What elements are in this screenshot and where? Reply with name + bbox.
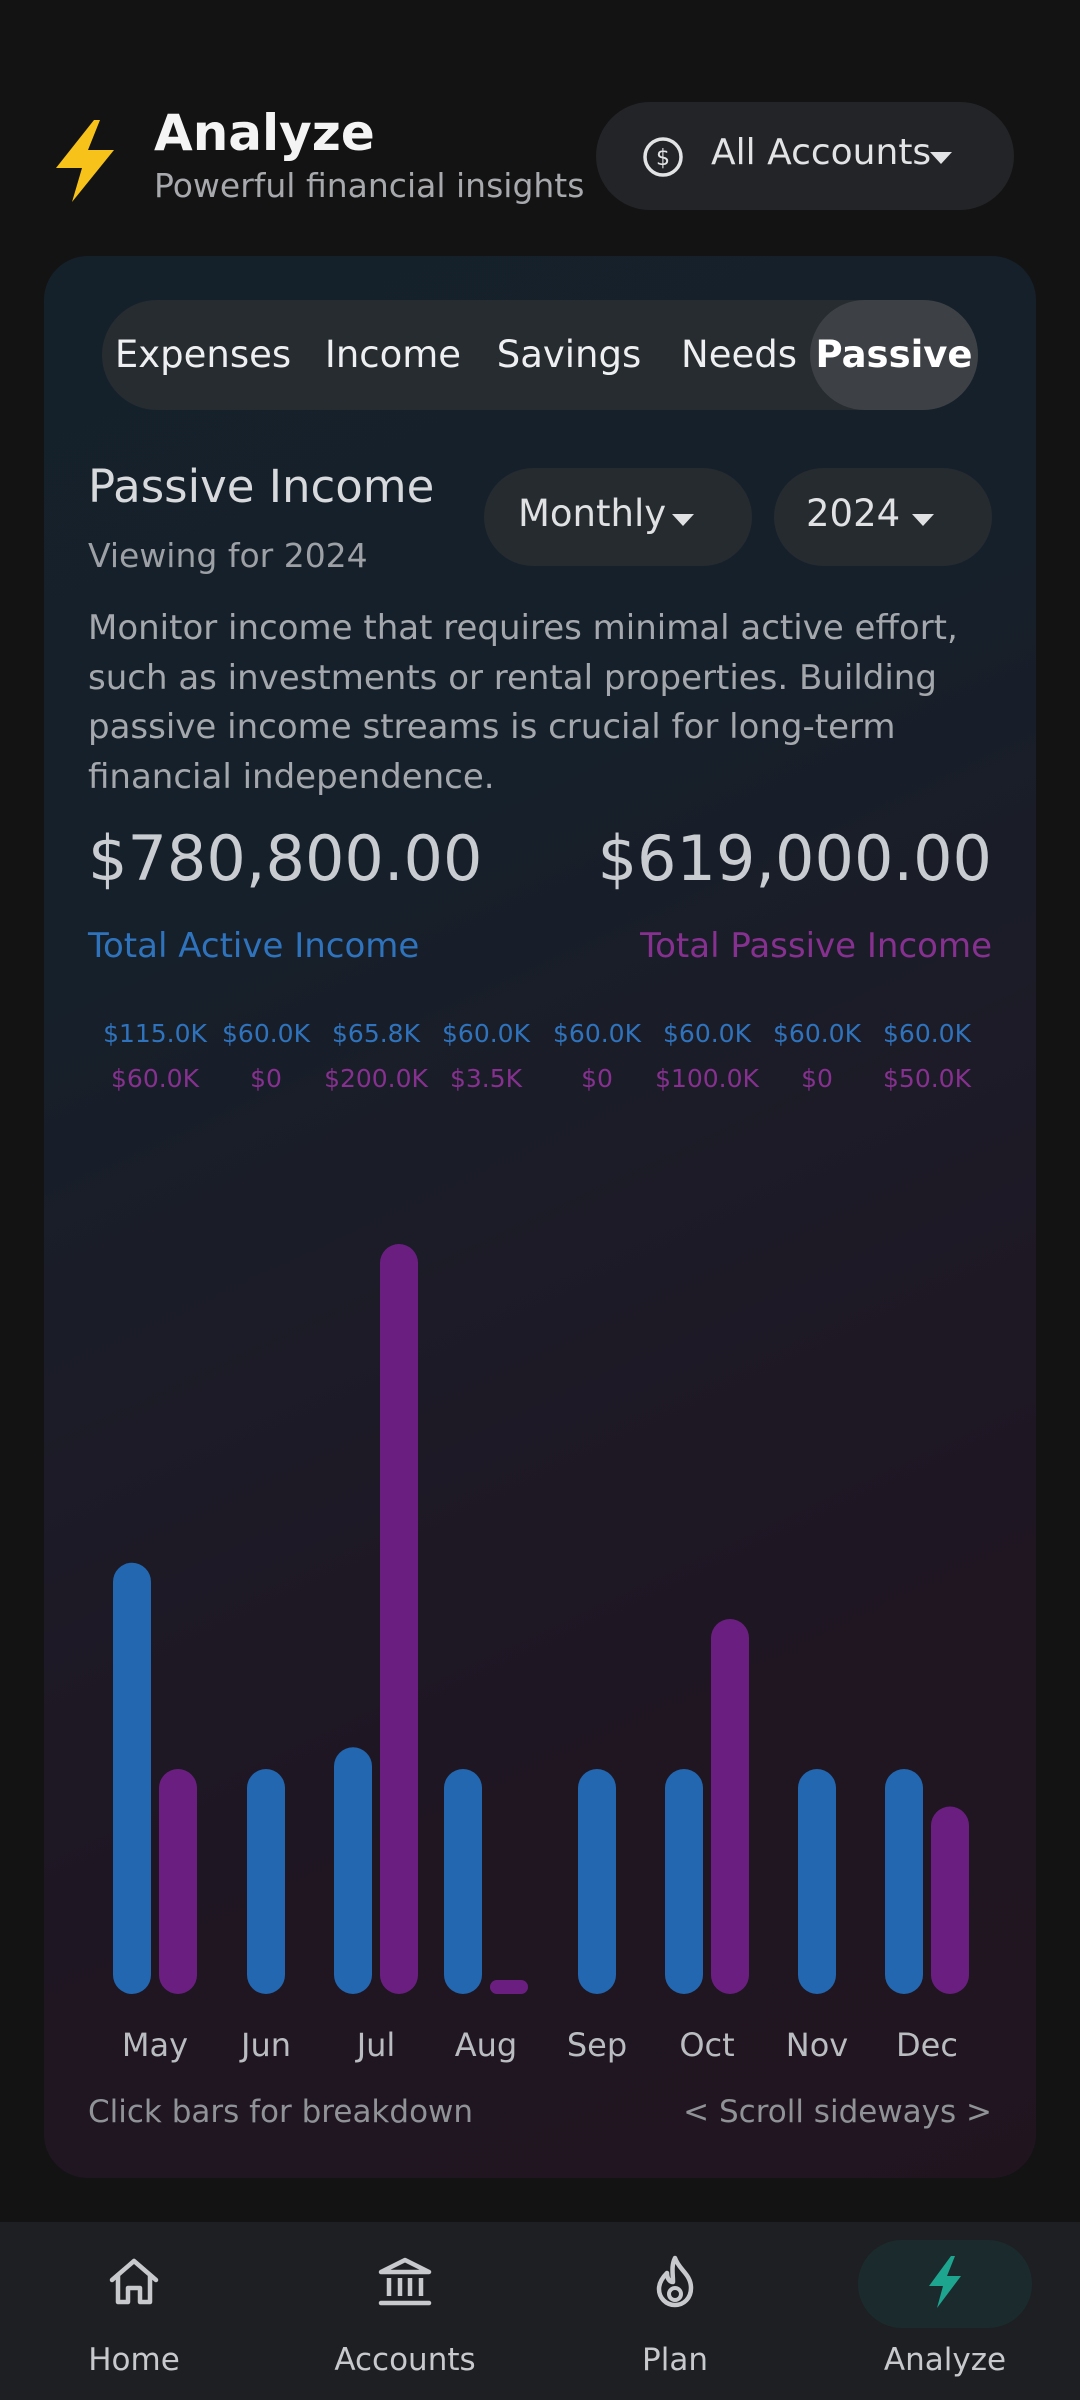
- active-value-label: $115.0K: [103, 1019, 207, 1048]
- active-income-bar-may[interactable]: [113, 1562, 151, 1994]
- bank-icon: [378, 2257, 432, 2306]
- section-description: Monitor income that requires minimal act…: [88, 608, 958, 797]
- active-income-bar-aug[interactable]: [444, 1769, 482, 1994]
- month-tick-label: Nov: [786, 2026, 848, 2064]
- active-value-label: $60.0K: [222, 1019, 311, 1048]
- month-tick-label: Jun: [239, 2026, 291, 2064]
- chevron-down-icon: [912, 514, 934, 526]
- analysis-card: Expenses Income Savings Needs Passive Pa…: [44, 256, 1036, 2178]
- passive-value-label: $200.0K: [324, 1064, 428, 1093]
- tab-savings[interactable]: Savings: [496, 333, 642, 376]
- passive-income-bar-oct[interactable]: [711, 1619, 749, 1994]
- page-title: Analyze: [154, 104, 375, 162]
- nav-plan[interactable]: Plan: [575, 2222, 775, 2400]
- chart-hint-breakdown: Click bars for breakdown: [88, 2094, 474, 2130]
- month-tick-label: Aug: [455, 2026, 517, 2064]
- account-selector-button[interactable]: $ All Accounts: [596, 102, 1014, 210]
- nav-plan-label: Plan: [642, 2342, 708, 2378]
- month-tick-label: Dec: [896, 2026, 958, 2064]
- active-value-label: $65.8K: [332, 1019, 421, 1048]
- home-icon: [109, 2258, 159, 2305]
- chart-hint-scroll: < Scroll sideways >: [683, 2094, 992, 2130]
- active-income-bar-dec[interactable]: [885, 1769, 923, 1994]
- passive-value-label: $100.0K: [655, 1064, 759, 1093]
- tab-expenses[interactable]: Expenses: [114, 333, 292, 376]
- tab-needs[interactable]: Needs: [681, 333, 797, 376]
- income-bar-chart: $115.0K $60.0K May $60.0K $0 Jun $65.8K $200.0K…: [103, 1019, 972, 2064]
- year-dropdown[interactable]: 2024: [774, 468, 992, 566]
- app-header: Analyze Powerful financial insights $ Al…: [0, 0, 1080, 240]
- passive-value-label: $0: [801, 1064, 833, 1093]
- total-passive-label: Total Passive Income: [640, 926, 992, 966]
- active-income-bar-jun[interactable]: [247, 1769, 285, 1994]
- chevron-down-icon: [930, 152, 952, 164]
- dollar-circle-icon: $: [643, 137, 683, 177]
- svg-text:$: $: [656, 146, 670, 171]
- total-active-value: $780,800.00: [88, 822, 483, 895]
- nav-analyze[interactable]: Analyze: [845, 2222, 1045, 2400]
- page-subtitle: Powerful financial insights: [154, 166, 585, 205]
- analysis-tabs: Expenses Income Savings Needs Passive: [102, 300, 978, 410]
- section-title: Passive Income: [88, 460, 435, 513]
- passive-income-bar-may[interactable]: [159, 1769, 197, 1994]
- year-dropdown-label: 2024: [806, 492, 901, 535]
- active-value-label: $60.0K: [663, 1019, 752, 1048]
- nav-accounts[interactable]: Accounts: [305, 2222, 505, 2400]
- month-tick-label: May: [122, 2026, 188, 2064]
- active-income-bar-oct[interactable]: [665, 1769, 703, 1994]
- passive-income-bar-aug[interactable]: [490, 1980, 528, 1994]
- active-value-label: $60.0K: [883, 1019, 972, 1048]
- bolt-icon: [929, 2256, 961, 2308]
- passive-value-label: $50.0K: [883, 1064, 972, 1093]
- active-income-bar-sep[interactable]: [578, 1769, 616, 1994]
- passive-value-label: $0: [250, 1064, 282, 1093]
- active-income-bar-jul[interactable]: [334, 1747, 372, 1994]
- active-income-bar-nov[interactable]: [798, 1769, 836, 1994]
- passive-income-bar-jul[interactable]: [380, 1244, 418, 1994]
- account-selector-label: All Accounts: [711, 132, 932, 173]
- tab-passive[interactable]: Passive: [810, 300, 978, 410]
- month-tick-label: Sep: [567, 2026, 627, 2064]
- active-value-label: $60.0K: [773, 1019, 862, 1048]
- passive-value-label: $60.0K: [111, 1064, 200, 1093]
- month-tick-label: Oct: [679, 2026, 734, 2064]
- bottom-nav: Home Accounts Plan Analyze: [0, 2222, 1080, 2400]
- section-subtitle: Viewing for 2024: [88, 536, 368, 575]
- nav-analyze-label: Analyze: [883, 2342, 1007, 2378]
- period-dropdown-label: Monthly: [518, 492, 667, 535]
- bolt-logo-icon: [56, 120, 114, 202]
- nav-home[interactable]: Home: [34, 2222, 234, 2400]
- nav-home-label: Home: [88, 2342, 180, 2378]
- month-tick-label: Jul: [355, 2026, 396, 2064]
- flame-icon: [656, 2255, 694, 2308]
- nav-accounts-label: Accounts: [334, 2342, 476, 2378]
- passive-income-bar-dec[interactable]: [931, 1806, 969, 1995]
- period-dropdown[interactable]: Monthly: [484, 468, 752, 566]
- active-value-label: $60.0K: [553, 1019, 642, 1048]
- passive-value-label: $0: [581, 1064, 613, 1093]
- tab-income[interactable]: Income: [324, 333, 462, 376]
- total-active-label: Total Active Income: [88, 926, 420, 966]
- active-value-label: $60.0K: [442, 1019, 531, 1048]
- total-passive-value: $619,000.00: [597, 822, 992, 895]
- chevron-down-icon: [672, 514, 694, 526]
- passive-value-label: $3.5K: [450, 1064, 523, 1093]
